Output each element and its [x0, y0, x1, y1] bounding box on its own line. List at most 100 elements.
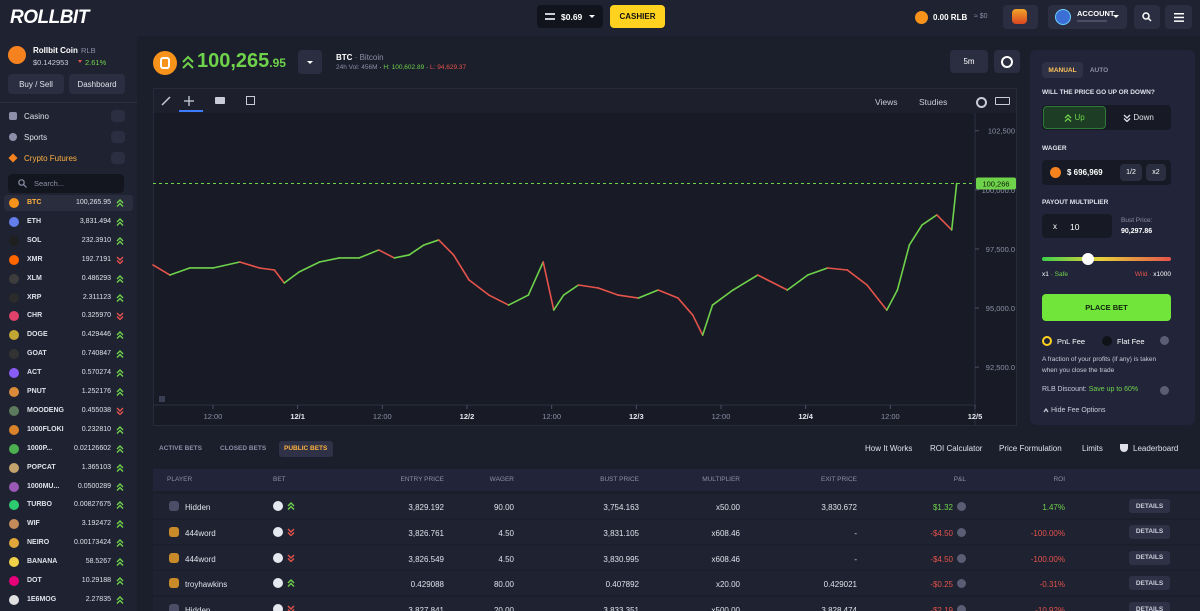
- bets-link[interactable]: Price Formulation: [999, 444, 1062, 453]
- market-price: 0.740847: [81, 350, 111, 358]
- market-symbol[interactable]: XRP: [27, 293, 42, 301]
- info-icon[interactable]: [957, 579, 966, 589]
- draw-tool[interactable]: [160, 95, 172, 107]
- studies-menu[interactable]: Studies: [919, 97, 948, 107]
- bet-bust: 0.407892: [605, 580, 639, 590]
- market-symbol[interactable]: 1000MU...: [27, 482, 60, 490]
- hide-fee-options[interactable]: Hide Fee Options: [1051, 407, 1106, 414]
- nav-crypto-futures[interactable]: Crypto Futures: [24, 154, 77, 163]
- nav-casino[interactable]: Casino: [24, 112, 49, 121]
- market-symbol[interactable]: BTC: [27, 199, 42, 206]
- search-button[interactable]: [1134, 5, 1160, 29]
- market-icon: [9, 405, 19, 416]
- bets-link[interactable]: Limits: [1082, 444, 1103, 453]
- bets-link[interactable]: ROI Calculator: [930, 444, 983, 453]
- market-direction: [116, 577, 124, 585]
- bets-link[interactable]: How It Works: [865, 444, 913, 453]
- search-input[interactable]: [8, 174, 124, 193]
- pnl-fee-label: PnL Fee: [1057, 337, 1086, 346]
- logo[interactable]: ROLLBIT: [10, 7, 89, 28]
- market-price: 2.27835: [85, 595, 111, 603]
- market-symbol[interactable]: DOGE: [27, 331, 48, 339]
- multiplier-slider[interactable]: [1042, 257, 1171, 261]
- comment-tool[interactable]: [215, 97, 225, 104]
- info-icon[interactable]: [957, 502, 966, 511]
- bets-link[interactable]: Leaderboard: [1133, 444, 1179, 453]
- info-icon[interactable]: [1160, 386, 1169, 395]
- info-icon[interactable]: [957, 527, 966, 537]
- market-symbol[interactable]: XMR: [27, 255, 43, 263]
- price-segment: [212, 261, 241, 269]
- market-icon: [9, 273, 19, 284]
- price-segment: [169, 267, 191, 276]
- market-symbol[interactable]: SOL: [27, 236, 42, 244]
- bets-tab[interactable]: PUBLIC BETS: [284, 445, 328, 452]
- details-button[interactable]: DETAILS: [1129, 602, 1170, 611]
- balance-box[interactable]: [537, 5, 603, 28]
- selected-market[interactable]: [4, 195, 133, 211]
- chart-settings[interactable]: [994, 50, 1020, 73]
- details-button[interactable]: DETAILS: [1129, 499, 1170, 513]
- info-icon[interactable]: [1160, 336, 1169, 345]
- market-symbol[interactable]: TURBO: [27, 501, 52, 509]
- details-button[interactable]: DETAILS: [1129, 576, 1170, 591]
- details-button[interactable]: DETAILS: [1129, 550, 1170, 565]
- current-price-label: 100,266: [982, 180, 1009, 189]
- layout-tool[interactable]: [246, 96, 255, 105]
- market-symbol[interactable]: GOAT: [27, 350, 47, 358]
- info-icon[interactable]: [957, 605, 966, 611]
- details-button[interactable]: DETAILS: [1129, 524, 1170, 539]
- market-symbol[interactable]: 1E6MOG: [27, 595, 57, 603]
- menu-button[interactable]: [1165, 5, 1192, 29]
- slider-knob[interactable]: [1082, 253, 1094, 265]
- place-bet-button[interactable]: PLACE BET: [1042, 294, 1171, 321]
- market-direction: [116, 463, 124, 472]
- bet-entry: 0.429088: [410, 580, 444, 590]
- price-segment: [408, 244, 425, 256]
- keyboard-icon[interactable]: [995, 97, 1010, 105]
- expand-button[interactable]: [111, 131, 125, 143]
- market-direction: [116, 331, 124, 340]
- manual-tab[interactable]: MANUAL: [1042, 62, 1083, 78]
- bets-tab[interactable]: ACTIVE BETS: [159, 445, 202, 452]
- up-button[interactable]: Up: [1043, 106, 1106, 129]
- market-symbol[interactable]: NEIRO: [27, 539, 50, 547]
- market-direction: [116, 274, 124, 283]
- market-symbol[interactable]: 1000P...: [27, 444, 53, 452]
- views-menu[interactable]: Views: [875, 97, 898, 107]
- down-button[interactable]: Down: [1107, 106, 1170, 129]
- y-tick-label: 102,500: [988, 127, 1015, 136]
- market-symbol[interactable]: BANANA: [27, 558, 58, 566]
- nav-sports[interactable]: Sports: [24, 133, 48, 142]
- market-symbol[interactable]: WIF: [27, 520, 40, 528]
- double-button[interactable]: x2: [1146, 164, 1166, 181]
- half-button[interactable]: 1/2: [1120, 164, 1142, 181]
- interval-dropdown[interactable]: 5m: [950, 50, 988, 73]
- info-icon[interactable]: [957, 553, 966, 563]
- bets-tab[interactable]: CLOSED BETS: [220, 445, 267, 452]
- expand-button[interactable]: [111, 110, 125, 122]
- dashboard-button[interactable]: Dashboard: [69, 74, 125, 94]
- cashier-button[interactable]: CASHIER: [610, 5, 665, 28]
- multiplier-input[interactable]: [1042, 214, 1112, 238]
- market-symbol[interactable]: ETH: [27, 217, 41, 225]
- collapse-button[interactable]: [111, 152, 125, 164]
- market-symbol[interactable]: ACT: [27, 369, 42, 377]
- pnl-fee-radio[interactable]: [1042, 336, 1052, 346]
- market-symbol[interactable]: 1000FLOKI: [27, 425, 64, 433]
- price-segment: [152, 264, 171, 276]
- market-symbol[interactable]: XLM: [27, 274, 42, 282]
- buy-sell-button[interactable]: Buy / Sell: [8, 74, 64, 94]
- auto-tab[interactable]: AUTO: [1089, 66, 1109, 74]
- market-symbol[interactable]: POPCAT: [27, 463, 56, 471]
- market-symbol[interactable]: PNUT: [27, 388, 47, 395]
- crosshair-tool[interactable]: [183, 95, 195, 107]
- chart-gear[interactable]: [976, 97, 987, 108]
- market-symbol[interactable]: DOT: [27, 577, 42, 584]
- market-price: 1.252176: [81, 388, 111, 395]
- currency-icon: [1050, 167, 1061, 178]
- market-symbol[interactable]: CHR: [27, 312, 43, 320]
- discount-value: Save up to 60%: [1088, 386, 1139, 393]
- flat-fee-radio[interactable]: [1102, 336, 1112, 346]
- market-symbol[interactable]: MOODENG: [27, 406, 64, 414]
